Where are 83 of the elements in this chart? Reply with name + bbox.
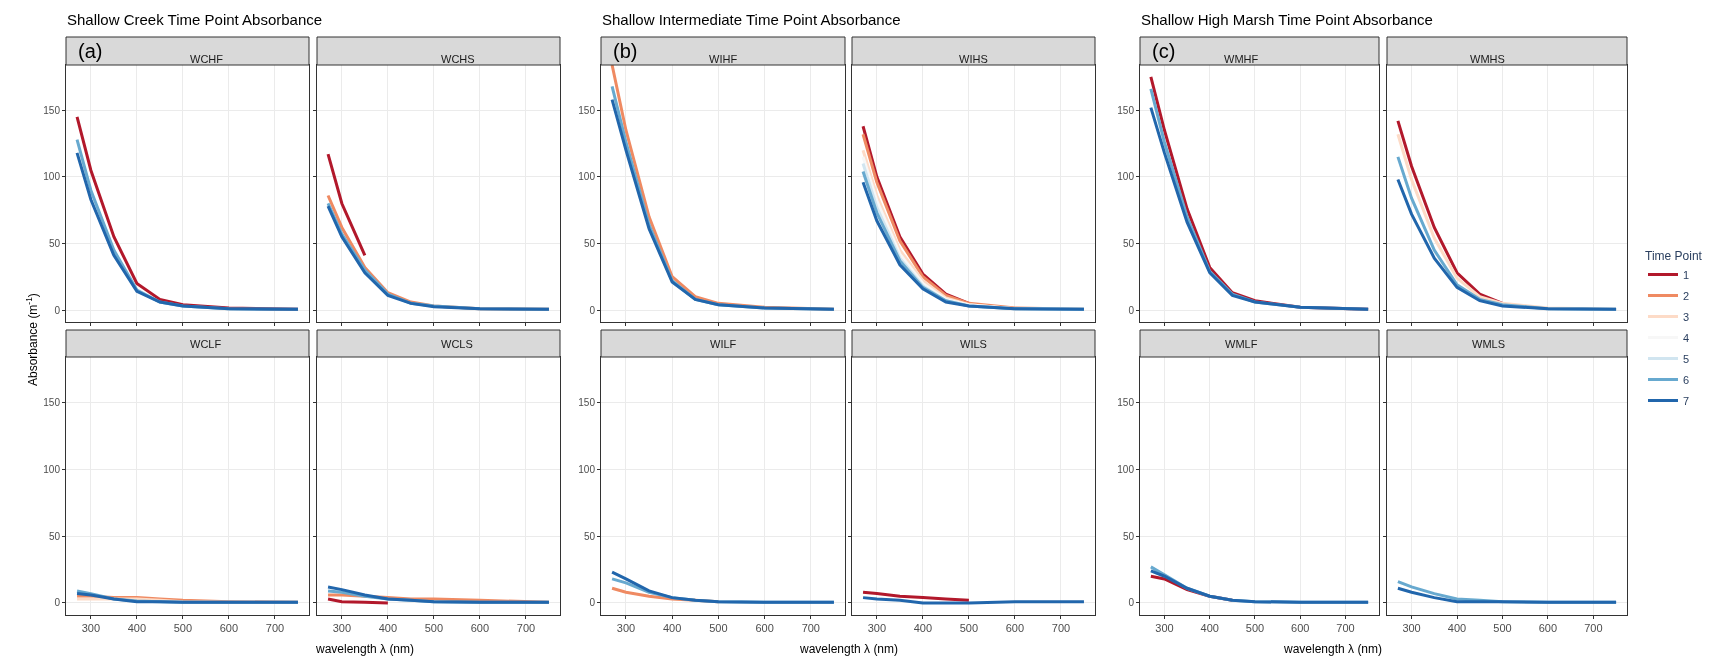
y-tick-label: 0 [589,304,596,316]
x-tick-label: 500 [173,622,193,635]
chart-subtitle: WMLS [1472,338,1505,350]
y-tick-label: 0 [1128,304,1135,316]
legend-label: 4 [1683,331,1690,344]
x-tick-label: 700 [265,622,285,635]
chart-subtitle: WMHS [1470,53,1505,65]
y-tick-label: 0 [54,304,61,316]
chart-subtitle: WIHF [709,53,738,65]
text: (b) [613,40,638,62]
x-tick-label: 600 [219,622,239,635]
legend-label: 2 [1683,289,1690,302]
x-tick-label: 300 [1155,622,1174,635]
y-tick-label: 50 [1122,237,1135,249]
legend-label: 1 [1683,268,1690,281]
y-tick-label: 150 [1117,396,1135,408]
chart-title: Shallow Creek Time Point Absorbance [67,11,323,28]
x-tick-label: 300 [867,622,887,635]
x-tick-label: 600 [1291,622,1310,635]
text: (c) [1152,40,1176,62]
x-tick-label: 700 [1336,622,1355,635]
y-tick-label: 100 [1117,463,1135,475]
x-tick-label: 500 [1493,622,1512,635]
y-tick-label: 100 [43,171,61,183]
x-tick-label: 400 [378,622,398,635]
x-tick-label: 600 [755,622,774,635]
legend-label: 3 [1683,310,1690,323]
y-tick-label: 100 [578,463,596,475]
y-tick-label: 0 [589,597,596,609]
x-tick-label: 600 [1005,622,1025,635]
y-tick-label: 150 [43,396,61,408]
chart-title: Shallow High Marsh Time Point Absorbance [1141,11,1433,28]
x-axis-title: wavelength λ (nm) [1283,642,1383,656]
text: (a) [78,40,103,62]
x-tick-label: 500 [709,622,728,635]
x-tick-label: 700 [1584,622,1603,635]
x-axis-title: wavelength λ (nm) [315,642,415,656]
x-tick-label: 300 [1402,622,1421,635]
y-tick-label: 50 [1122,530,1135,542]
chart-subtitle: WMLF [1225,338,1258,350]
y-tick-label: 50 [583,530,596,542]
y-tick-label: 150 [1117,104,1135,116]
y-tick-label: 150 [578,104,596,116]
y-tick-label: 100 [578,171,596,183]
x-axis-title: wavelength λ (nm) [799,642,899,656]
x-tick-label: 300 [332,622,352,635]
x-tick-label: 500 [959,622,979,635]
y-tick-label: 150 [578,396,596,408]
chart-subtitle: WCLF [190,338,222,350]
chart-title: Shallow Intermediate Time Point Absorbance [602,11,901,28]
legend-label: 5 [1683,352,1690,365]
y-tick-label: 50 [48,237,61,249]
chart-subtitle: WIHS [959,53,988,65]
x-tick-label: 300 [616,622,636,635]
x-tick-label: 400 [913,622,933,635]
y-tick-label: 0 [54,597,61,609]
y-tick-label: 100 [43,463,61,475]
x-tick-label: 700 [516,622,536,635]
x-tick-label: 400 [662,622,682,635]
x-tick-label: 400 [127,622,147,635]
x-tick-label: 300 [81,622,101,635]
chart-subtitle: WILS [960,338,987,350]
legend-title: Time Point [1645,249,1703,264]
y-tick-label: 50 [583,237,596,249]
x-tick-label: 500 [1245,622,1265,635]
x-tick-label: 600 [1538,622,1558,635]
y-tick-label: 100 [1117,171,1135,183]
legend-label: 7 [1683,394,1690,407]
y-tick-label: 0 [1128,597,1135,609]
x-tick-label: 500 [424,622,444,635]
y-tick-label: 150 [43,104,61,116]
chart-subtitle: WCHS [441,53,475,65]
x-tick-label: 700 [1051,622,1071,635]
chart-subtitle: WMHF [1224,53,1259,65]
x-tick-label: 400 [1447,622,1467,635]
x-tick-label: 600 [470,622,490,635]
y-tick-label: 50 [48,530,61,542]
chart-subtitle: WCHF [190,53,224,65]
x-tick-label: 700 [801,622,820,635]
chart-subtitle: WCLS [441,338,473,350]
x-tick-label: 400 [1200,622,1219,635]
legend-label: 6 [1683,373,1690,386]
chart-subtitle: WILF [710,338,737,350]
